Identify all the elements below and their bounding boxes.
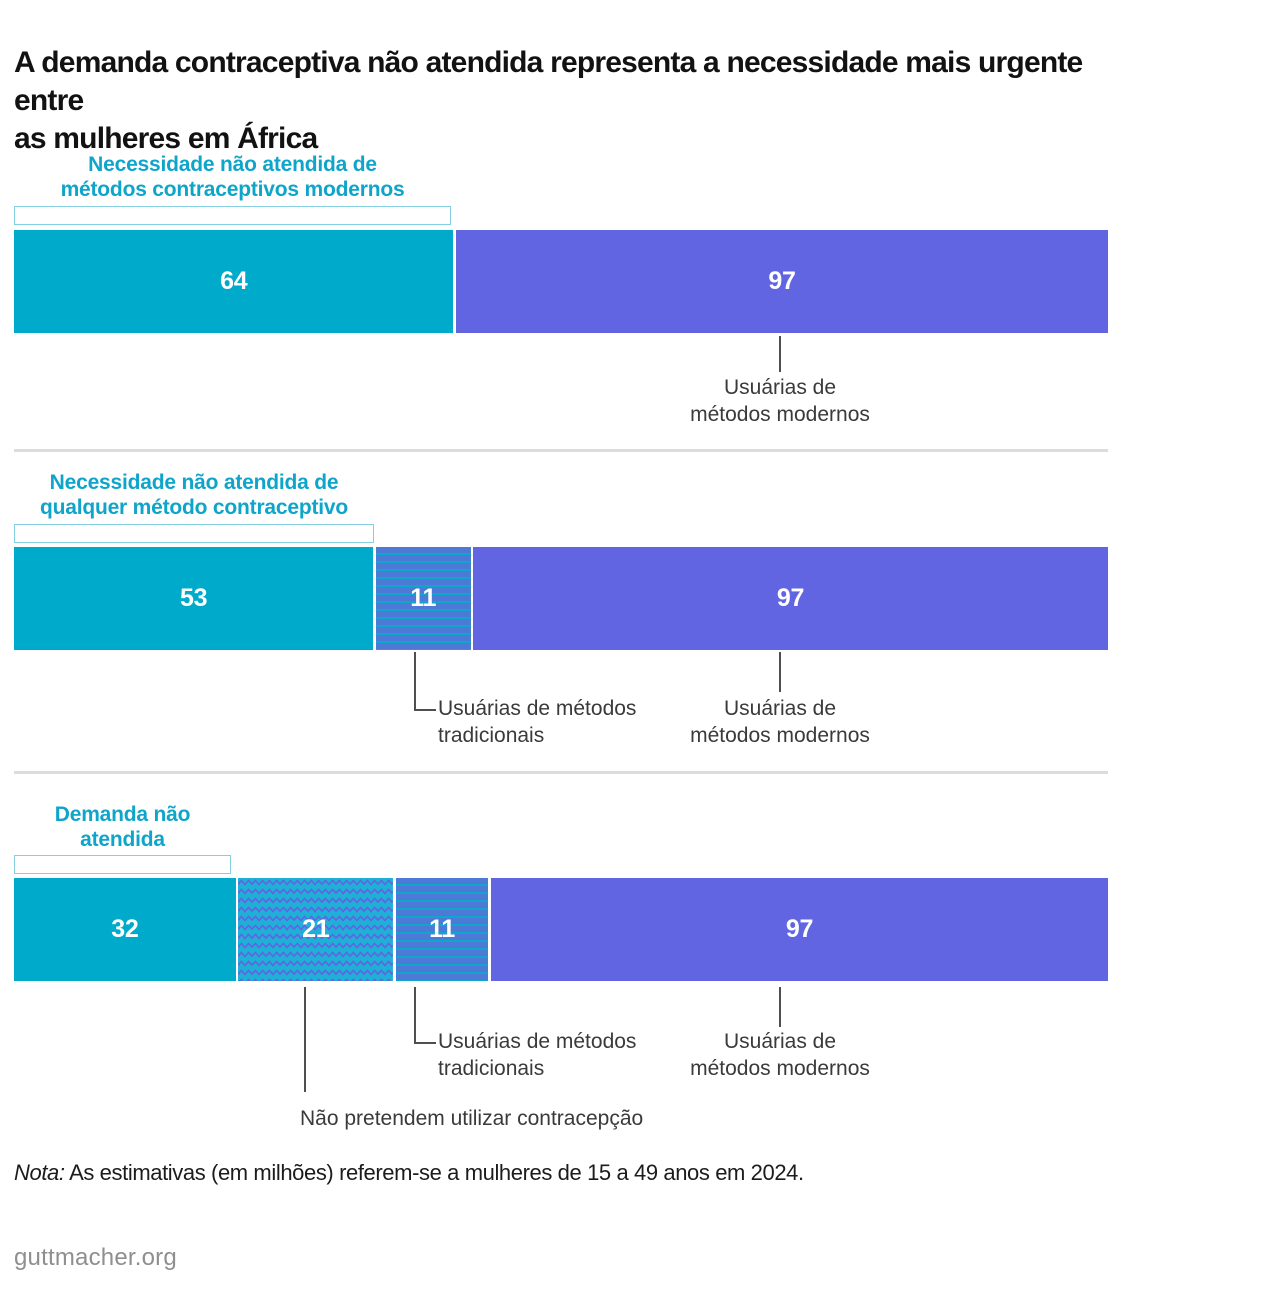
chart1-segment-modern-users: 97: [455, 230, 1108, 333]
chart1-modern-callout: Usuárias de métodos modernos: [690, 376, 870, 426]
chart2-heading: Necessidade não atendida de qualquer mét…: [39, 471, 349, 519]
chart3-bar: 32 21 11 97: [14, 878, 1108, 981]
segment-value: 11: [429, 915, 455, 943]
chart3-bracket: [14, 855, 231, 874]
chart2-modern-callout: Usuárias de métodos modernos: [690, 697, 870, 747]
chart2-traditional-connector-hline: [414, 709, 436, 711]
chart3-heading: Demanda não atendida: [54, 803, 191, 851]
page-title: A demanda contraceptiva não atendida rep…: [14, 46, 1083, 155]
site-url: guttmacher.org: [14, 1244, 177, 1271]
chart3-segment-modern-users: 97: [490, 878, 1108, 981]
chart2-traditional-callout: Usuárias de métodos tradicionais: [438, 697, 637, 747]
chart3-traditional-connector-hline: [414, 1042, 436, 1044]
divider-2: [14, 771, 1108, 774]
divider-1: [14, 449, 1108, 452]
segment-value: 97: [768, 267, 796, 295]
segment-value: 32: [111, 915, 139, 943]
chevron-pattern: [238, 878, 394, 981]
chart3-none-connector-line: [304, 987, 306, 1092]
chart1-heading: Necessidade não atendida de métodos cont…: [60, 153, 405, 201]
chart2-bracket: [14, 524, 374, 543]
chart2-segment-modern-users: 97: [473, 547, 1108, 650]
chart3-traditional-connector-vline: [414, 987, 416, 1043]
chart3-traditional-callout: Usuárias de métodos tradicionais: [438, 1030, 637, 1080]
segment-value: 97: [776, 584, 805, 612]
segment-value: 97: [785, 915, 814, 943]
chart3-segment-traditional-users: 11: [395, 878, 489, 981]
segment-value: 64: [220, 267, 248, 295]
chart3-segment-no-intention: 21: [238, 878, 394, 981]
note: Nota: As estimativas (em milhões) refere…: [14, 1160, 804, 1186]
segment-value: 53: [180, 584, 208, 612]
chart2-traditional-connector-vline: [414, 652, 416, 710]
chart3-segment-unmet-demand: 32: [14, 878, 236, 981]
chart1-bar: 64 97: [14, 230, 1108, 333]
chart3-none-callout: Não pretendem utilizar contracepção: [300, 1107, 644, 1130]
chart1-modern-connector-line: [779, 336, 781, 372]
chart2-bar: 53 11 97: [14, 547, 1108, 650]
chart3-modern-connector-line: [779, 987, 781, 1027]
segment-value: 21: [302, 915, 330, 943]
chart2-segment-traditional-users: 11: [375, 547, 471, 650]
note-text: As estimativas (em milhões) referem-se a…: [64, 1160, 804, 1185]
chart1-segment-unmet-modern: 64: [14, 230, 454, 333]
segment-value: 11: [410, 584, 437, 612]
chart3-modern-callout: Usuárias de métodos modernos: [690, 1030, 870, 1080]
chart2-segment-unmet-any: 53: [14, 547, 374, 650]
chart1-bracket: [14, 206, 451, 225]
chart2-modern-connector-line: [779, 652, 781, 692]
note-prefix: Nota:: [14, 1160, 65, 1185]
